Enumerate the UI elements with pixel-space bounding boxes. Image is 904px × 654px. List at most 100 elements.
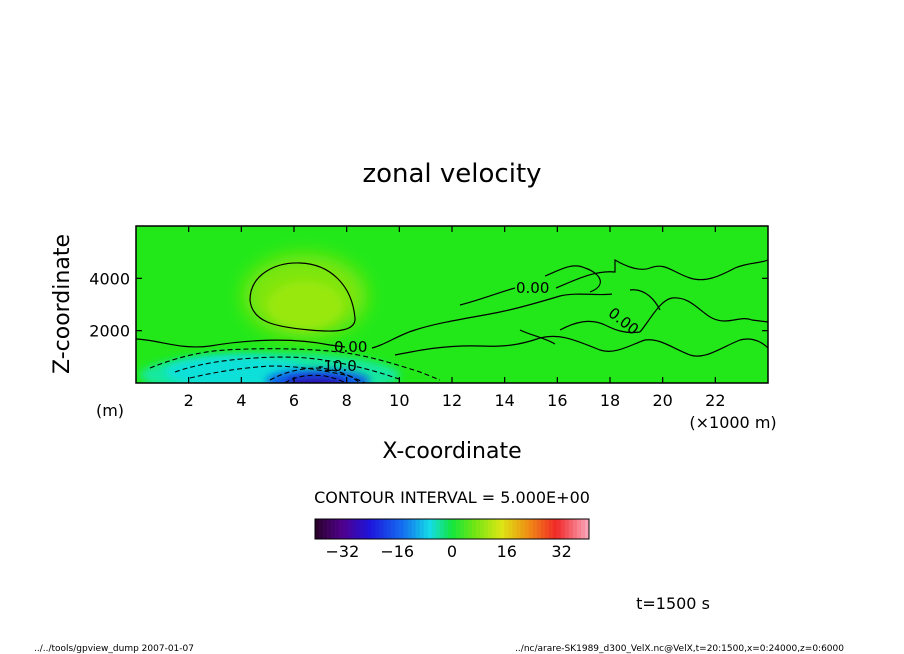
- colorbar-cell: [447, 519, 453, 539]
- colorbar-cell: [488, 519, 493, 539]
- colorbar-cell: [552, 519, 558, 539]
- colorbar-cell: [419, 519, 425, 539]
- time-label: t=1500 s: [636, 594, 710, 613]
- colorbar-cell: [355, 519, 360, 539]
- contour-lines-negative: [149, 348, 441, 383]
- colorbar-cell: [464, 519, 469, 539]
- colorbar-cell: [568, 519, 574, 539]
- colorbar-cell: [323, 519, 328, 539]
- colorbar-cell: [335, 519, 340, 539]
- contour-neg-20: [269, 367, 361, 383]
- colorbar-cell: [343, 519, 348, 539]
- x-tick-label: 8: [342, 391, 352, 410]
- colorbar-cell: [536, 519, 541, 539]
- colorbar-frame: [314, 518, 590, 540]
- colorbar-cell: [443, 519, 449, 539]
- colorbar-cell: [347, 519, 352, 539]
- colorbar-cell: [564, 519, 570, 539]
- colorbar-cell: [524, 519, 529, 539]
- positive-max-core: [267, 281, 343, 329]
- colorbar-cell: [391, 519, 396, 539]
- contour-zero-right-c: [519, 320, 641, 345]
- colorbar-cell: [411, 519, 417, 539]
- colorbar-cell: [532, 519, 537, 539]
- colorbar-cell: [484, 519, 489, 539]
- footer-right-note: ../nc/arare-SK1989_d300_VelX.nc@VelX,t=2…: [515, 644, 844, 654]
- colorbar-ticks: −32 −16 0 16 32: [326, 542, 572, 561]
- x-axis-title: X-coordinate: [382, 439, 521, 464]
- colorbar-cell: [331, 519, 336, 539]
- colorbar-cell: [375, 519, 380, 539]
- x-tick-label: 6: [289, 391, 299, 410]
- y-tick-label: 4000: [89, 269, 130, 288]
- chart-title: zonal velocity: [362, 159, 541, 189]
- colorbar-cell: [399, 519, 404, 539]
- colorbar-cell: [367, 519, 372, 539]
- contour-label: 0.00: [334, 338, 367, 356]
- y-axis: 2000 4000: [89, 269, 768, 341]
- colorbar-cell: [351, 519, 356, 539]
- colorbar-cell: [439, 519, 445, 539]
- colorbar-cell: [363, 519, 368, 539]
- colorbar-cell: [327, 519, 332, 539]
- colorbar-tick-label: −16: [380, 542, 414, 561]
- colorbar-tick-label: 0: [447, 542, 457, 561]
- negative-min-core: [286, 377, 346, 383]
- contour-label: -10.0: [318, 357, 357, 375]
- colorbar-cell: [456, 519, 461, 539]
- colorbar-cell: [468, 519, 473, 539]
- colorbar-cell: [508, 519, 513, 539]
- colorbar-tick-label: −32: [326, 542, 360, 561]
- colorbar-cell: [496, 519, 501, 539]
- colorbar-cell: [435, 519, 441, 539]
- colorbar-tick-label: 16: [497, 542, 517, 561]
- contour-interval-label: CONTOUR INTERVAL = 5.000E+00: [314, 488, 590, 507]
- colorbar-cell: [584, 519, 590, 539]
- x-tick-label: 22: [705, 391, 725, 410]
- colorbar-cell: [492, 519, 497, 539]
- colorbar-cell: [516, 519, 521, 539]
- contour-neg-5: [149, 348, 441, 381]
- plot-area: 0.00 -10.0 0.00 0.00: [136, 226, 768, 383]
- colorbar-cell: [339, 519, 344, 539]
- colorbar-cell: [423, 519, 429, 539]
- contour-label: 0.00: [516, 279, 549, 297]
- colorbar-cell: [572, 519, 578, 539]
- colorbar-cell: [383, 519, 388, 539]
- colorbar-cell: [387, 519, 392, 539]
- x-tick-label: 16: [547, 391, 567, 410]
- contour-positive-closed: [249, 262, 356, 332]
- contour-zero-left: [136, 338, 346, 348]
- colorbar-cell: [395, 519, 400, 539]
- x-axis: 2 4 6 8 10 12 14 16 18 20 22: [184, 226, 726, 410]
- colorbar-cell: [540, 519, 545, 539]
- colorbar-cell: [560, 519, 566, 539]
- x-tick-label: 14: [494, 391, 514, 410]
- negative-min-region: [266, 369, 370, 383]
- colorbar-cell: [476, 519, 481, 539]
- contour-neg-25: [284, 374, 347, 383]
- contour-neg-10: [174, 356, 403, 381]
- colorbar-cell: [319, 519, 324, 539]
- contour-zero-right-a: [639, 297, 768, 333]
- colorbar-cell: [415, 519, 421, 539]
- contour-zero-lower: [371, 293, 613, 349]
- x-tick-label: 2: [184, 391, 194, 410]
- x-tick-label: 12: [442, 391, 462, 410]
- x-tick-label: 10: [389, 391, 409, 410]
- colorbar-cell: [315, 519, 320, 539]
- colorbar-cell: [452, 519, 457, 539]
- colorbar-cell: [407, 519, 413, 539]
- contour-lines: [136, 258, 768, 357]
- contour-zero-mid: [394, 335, 768, 357]
- colorbar-cell: [544, 519, 550, 539]
- colorbar-cell: [520, 519, 525, 539]
- y-unit-label: (m): [96, 401, 124, 420]
- contour-zero-upper: [459, 258, 768, 306]
- colorbar-cell: [576, 519, 582, 539]
- contour-labels: 0.00 -10.0 0.00 0.00: [318, 279, 642, 375]
- colorbar-cell: [371, 519, 376, 539]
- colorbar-cell: [431, 519, 437, 539]
- colorbar-cell: [379, 519, 384, 539]
